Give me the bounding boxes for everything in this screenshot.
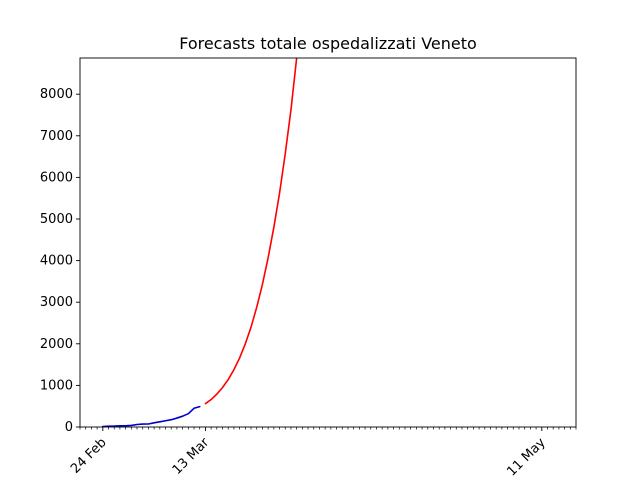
series-group bbox=[102, 58, 298, 427]
y-tick-label: 3000 bbox=[40, 295, 73, 310]
y-tick-label: 6000 bbox=[40, 170, 73, 185]
y-tick-label: 1000 bbox=[40, 378, 73, 393]
axes-frame bbox=[79, 57, 577, 428]
y-tick-label: 8000 bbox=[40, 87, 73, 102]
y-tick-label: 4000 bbox=[40, 254, 73, 269]
chart-title: Forecasts totale ospedalizzati Veneto bbox=[179, 34, 477, 53]
y-tick-label: 7000 bbox=[40, 129, 73, 144]
y-tick-label: 2000 bbox=[40, 337, 73, 352]
series-line-observed bbox=[102, 405, 201, 427]
y-tick-label: 0 bbox=[65, 420, 73, 435]
y-tick-label: 5000 bbox=[40, 212, 73, 227]
series-line-forecast bbox=[204, 58, 298, 405]
